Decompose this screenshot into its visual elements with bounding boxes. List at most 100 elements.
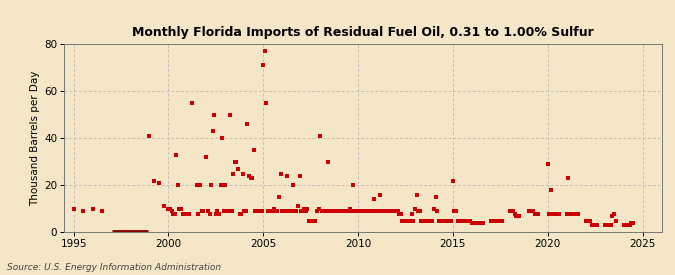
Point bbox=[391, 209, 402, 213]
Point bbox=[158, 204, 169, 209]
Point bbox=[463, 218, 474, 223]
Point bbox=[283, 209, 294, 213]
Point bbox=[489, 218, 500, 223]
Point bbox=[207, 129, 218, 133]
Point bbox=[620, 223, 630, 227]
Point bbox=[588, 223, 599, 227]
Point bbox=[551, 211, 562, 216]
Point bbox=[523, 209, 534, 213]
Point bbox=[267, 209, 278, 213]
Point bbox=[350, 209, 360, 213]
Point bbox=[266, 209, 277, 213]
Point bbox=[253, 209, 264, 213]
Point bbox=[435, 218, 446, 223]
Point bbox=[545, 188, 556, 192]
Point bbox=[194, 183, 205, 188]
Point bbox=[215, 183, 226, 188]
Point bbox=[163, 207, 174, 211]
Point bbox=[375, 192, 385, 197]
Point bbox=[193, 211, 204, 216]
Point bbox=[477, 221, 488, 225]
Point bbox=[68, 207, 79, 211]
Point bbox=[346, 209, 357, 213]
Point bbox=[245, 176, 256, 180]
Point bbox=[369, 197, 379, 202]
Point bbox=[421, 218, 431, 223]
Point bbox=[411, 192, 422, 197]
Point bbox=[259, 49, 270, 53]
Point bbox=[448, 178, 458, 183]
Point bbox=[386, 209, 397, 213]
Point bbox=[351, 209, 362, 213]
Point bbox=[587, 223, 597, 227]
Point bbox=[468, 221, 479, 225]
Point bbox=[231, 160, 242, 164]
Point bbox=[377, 209, 387, 213]
Point bbox=[187, 101, 198, 105]
Point bbox=[514, 214, 524, 218]
Point bbox=[621, 223, 632, 227]
Point bbox=[580, 218, 591, 223]
Point bbox=[472, 221, 483, 225]
Point bbox=[590, 223, 601, 227]
Point bbox=[305, 218, 316, 223]
Point bbox=[321, 209, 332, 213]
Point bbox=[277, 209, 288, 213]
Point bbox=[544, 211, 555, 216]
Point bbox=[318, 209, 329, 213]
Point bbox=[451, 209, 462, 213]
Point bbox=[209, 112, 219, 117]
Point bbox=[323, 160, 333, 164]
Point bbox=[572, 211, 583, 216]
Point bbox=[312, 209, 323, 213]
Point bbox=[419, 218, 430, 223]
Point bbox=[394, 211, 404, 216]
Point bbox=[381, 209, 392, 213]
Point bbox=[315, 134, 325, 138]
Point bbox=[417, 218, 428, 223]
Point bbox=[506, 209, 517, 213]
Point bbox=[526, 209, 537, 213]
Point bbox=[396, 211, 406, 216]
Point bbox=[511, 214, 522, 218]
Point bbox=[302, 207, 313, 211]
Point bbox=[449, 209, 460, 213]
Point bbox=[465, 218, 476, 223]
Point bbox=[562, 211, 572, 216]
Point bbox=[319, 209, 330, 213]
Point bbox=[531, 211, 542, 216]
Point bbox=[285, 209, 296, 213]
Point bbox=[168, 211, 179, 216]
Point bbox=[97, 209, 107, 213]
Point bbox=[397, 218, 408, 223]
Point bbox=[213, 211, 224, 216]
Point bbox=[335, 209, 346, 213]
Point bbox=[383, 209, 394, 213]
Point bbox=[456, 218, 466, 223]
Point bbox=[365, 209, 376, 213]
Point bbox=[269, 207, 279, 211]
Point bbox=[233, 167, 244, 171]
Point bbox=[332, 209, 343, 213]
Point bbox=[281, 174, 292, 178]
Point bbox=[392, 209, 403, 213]
Point bbox=[504, 209, 515, 213]
Point bbox=[242, 122, 253, 126]
Point bbox=[406, 211, 417, 216]
Point bbox=[554, 211, 564, 216]
Point bbox=[528, 209, 539, 213]
Point bbox=[201, 155, 212, 159]
Point bbox=[591, 223, 602, 227]
Point bbox=[571, 211, 582, 216]
Point bbox=[310, 218, 321, 223]
Point bbox=[247, 176, 258, 180]
Point bbox=[607, 214, 618, 218]
Point bbox=[624, 223, 635, 227]
Point bbox=[176, 207, 186, 211]
Point bbox=[398, 218, 409, 223]
Point bbox=[171, 152, 182, 157]
Point bbox=[466, 221, 477, 225]
Point bbox=[180, 211, 191, 216]
Point bbox=[307, 218, 318, 223]
Point bbox=[601, 223, 612, 227]
